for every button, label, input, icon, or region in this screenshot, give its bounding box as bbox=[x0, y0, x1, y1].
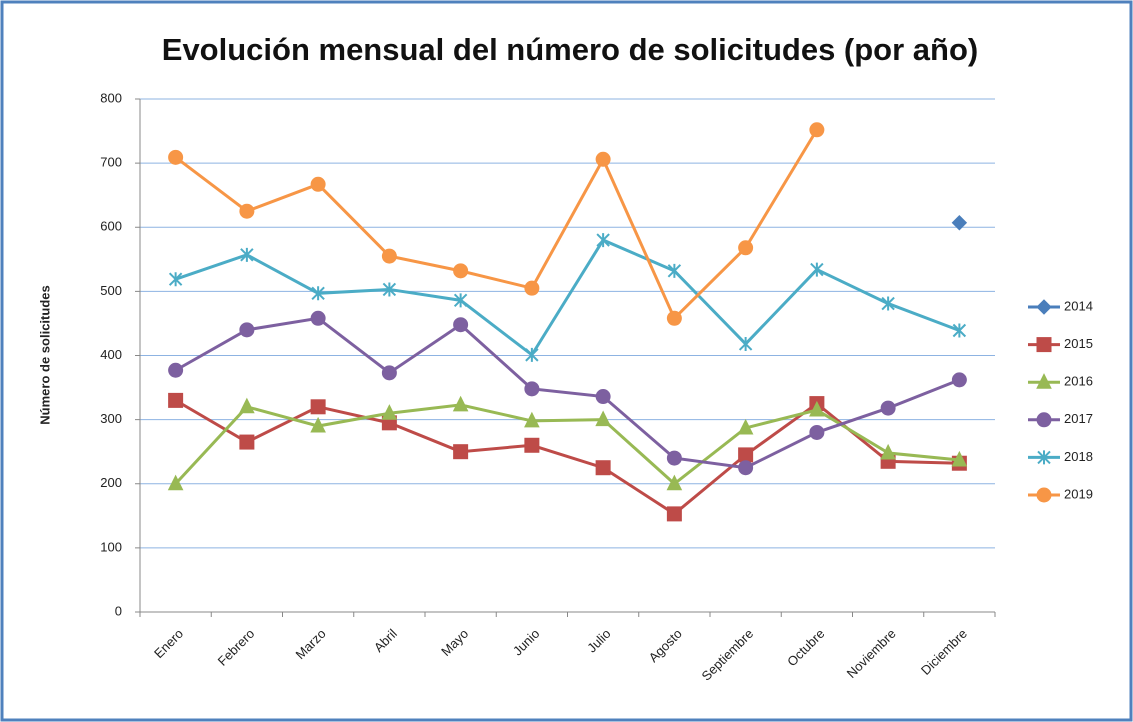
y-tick-label: 200 bbox=[100, 475, 122, 490]
marker bbox=[381, 248, 397, 264]
series-line bbox=[174, 403, 960, 486]
marker bbox=[809, 424, 825, 440]
marker bbox=[666, 450, 682, 466]
legend-marker bbox=[1036, 299, 1052, 315]
marker bbox=[738, 240, 754, 256]
marker bbox=[810, 262, 824, 277]
marker bbox=[310, 176, 326, 192]
marker bbox=[738, 460, 754, 476]
legend-marker bbox=[1037, 450, 1051, 465]
marker bbox=[524, 437, 540, 453]
legend-marker bbox=[1036, 487, 1052, 503]
y-tick-label: 600 bbox=[100, 219, 122, 234]
y-tick-label: 300 bbox=[100, 411, 122, 426]
marker bbox=[168, 149, 184, 165]
legend-label: 2017 bbox=[1064, 411, 1093, 426]
marker bbox=[666, 506, 682, 522]
marker bbox=[239, 322, 255, 338]
marker bbox=[595, 151, 611, 167]
marker bbox=[382, 282, 397, 297]
marker bbox=[524, 381, 540, 397]
marker bbox=[239, 397, 255, 414]
marker bbox=[381, 365, 397, 381]
marker bbox=[738, 447, 754, 463]
legend-label: 2016 bbox=[1064, 374, 1093, 389]
legend-label: 2014 bbox=[1064, 298, 1093, 313]
marker bbox=[881, 296, 895, 311]
legend-marker bbox=[1036, 412, 1052, 428]
marker bbox=[809, 400, 825, 417]
y-tick-label: 0 bbox=[115, 603, 122, 618]
marker bbox=[880, 443, 896, 460]
marker bbox=[951, 450, 968, 467]
y-axis-label: Número de solicitudes bbox=[37, 285, 52, 424]
marker bbox=[667, 263, 682, 278]
chart-title: Evolución mensual del número de solicitu… bbox=[162, 32, 978, 67]
series-line bbox=[175, 238, 960, 358]
series-line bbox=[174, 399, 960, 516]
marker bbox=[809, 122, 825, 138]
marker bbox=[666, 474, 683, 491]
y-tick-label: 500 bbox=[100, 283, 122, 298]
marker bbox=[167, 474, 184, 491]
legend-label: 2015 bbox=[1064, 336, 1093, 351]
marker bbox=[453, 293, 468, 308]
marker bbox=[240, 247, 254, 262]
marker bbox=[310, 310, 326, 326]
marker bbox=[880, 400, 896, 416]
marker bbox=[168, 362, 184, 378]
marker bbox=[453, 317, 469, 333]
marker bbox=[524, 411, 540, 428]
y-tick-label: 800 bbox=[100, 90, 122, 105]
marker bbox=[310, 399, 326, 415]
y-tick-label: 400 bbox=[100, 347, 122, 362]
legend-marker bbox=[1036, 337, 1052, 353]
marker bbox=[168, 392, 184, 408]
marker bbox=[595, 410, 611, 427]
marker bbox=[239, 434, 255, 450]
marker bbox=[453, 444, 469, 460]
marker bbox=[666, 310, 682, 326]
marker bbox=[737, 418, 754, 435]
legend-marker bbox=[1036, 373, 1052, 389]
marker bbox=[525, 347, 539, 362]
y-tick-label: 700 bbox=[100, 155, 122, 170]
marker bbox=[168, 272, 183, 287]
marker bbox=[738, 336, 753, 351]
marker bbox=[239, 203, 255, 219]
marker bbox=[381, 404, 398, 420]
marker bbox=[310, 416, 326, 433]
marker bbox=[452, 395, 469, 412]
marker bbox=[595, 460, 611, 476]
legend-label: 2018 bbox=[1064, 449, 1093, 464]
marker bbox=[595, 389, 611, 405]
marker bbox=[952, 323, 967, 338]
marker bbox=[311, 286, 325, 301]
series-line bbox=[174, 316, 960, 470]
marker bbox=[524, 280, 540, 296]
legend-label: 2019 bbox=[1064, 486, 1093, 501]
y-tick-label: 100 bbox=[100, 539, 122, 554]
marker bbox=[453, 263, 469, 279]
series-line bbox=[174, 129, 819, 321]
marker bbox=[951, 215, 968, 231]
marker bbox=[951, 372, 967, 388]
marker bbox=[596, 233, 610, 248]
